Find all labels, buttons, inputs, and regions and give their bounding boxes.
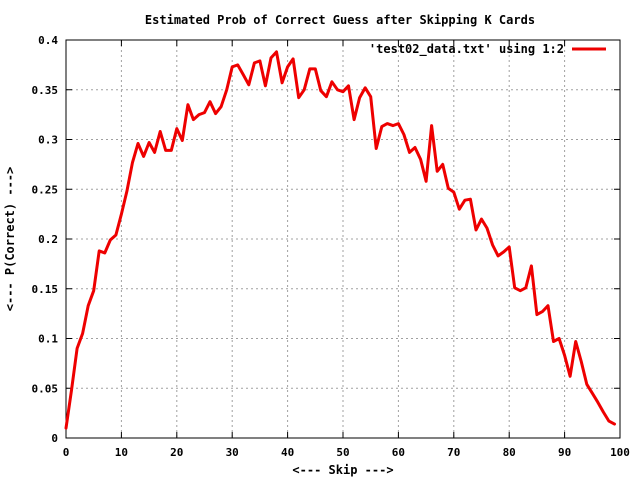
y-tick-label: 0 — [51, 432, 58, 445]
series-layer — [64, 50, 616, 430]
y-tick-label: 0.05 — [32, 382, 59, 395]
legend: 'test02_data.txt' using 1:2 — [369, 42, 606, 57]
chart-title: Estimated Prob of Correct Guess after Sk… — [145, 13, 535, 27]
x-tick-label: 0 — [63, 446, 70, 459]
y-tick-label: 0.35 — [32, 84, 59, 97]
y-tick-label: 0.15 — [32, 283, 59, 296]
y-tick-label: 0.2 — [38, 233, 58, 246]
tick-labels: 0 10 20 30 40 50 60 70 80 90 100 0 0.05 0.1 0.15 0.2 0.2… — [32, 34, 630, 459]
x-tick-label: 80 — [503, 446, 516, 459]
plot-frame — [65, 39, 621, 439]
y-tick-label: 0.3 — [38, 134, 58, 147]
y-axis-label: <--- P(Correct) ---> — [3, 167, 17, 312]
x-tick-label: 20 — [170, 446, 183, 459]
series-line-0 — [64, 50, 616, 430]
x-tick-label: 100 — [610, 446, 630, 459]
legend-label: 'test02_data.txt' using 1:2 — [369, 42, 564, 57]
x-tick-label: 70 — [447, 446, 460, 459]
x-tick-label: 10 — [115, 446, 128, 459]
y-tick-label: 0.4 — [38, 34, 58, 47]
x-tick-label: 30 — [226, 446, 239, 459]
x-axis-label: <--- Skip ---> — [292, 463, 393, 477]
y-tick-label: 0.1 — [38, 333, 58, 346]
x-tick-label: 60 — [392, 446, 405, 459]
x-tick-label: 90 — [558, 446, 571, 459]
x-tick-label: 50 — [336, 446, 349, 459]
y-tick-label: 0.25 — [32, 183, 59, 196]
x-tick-label: 40 — [281, 446, 294, 459]
